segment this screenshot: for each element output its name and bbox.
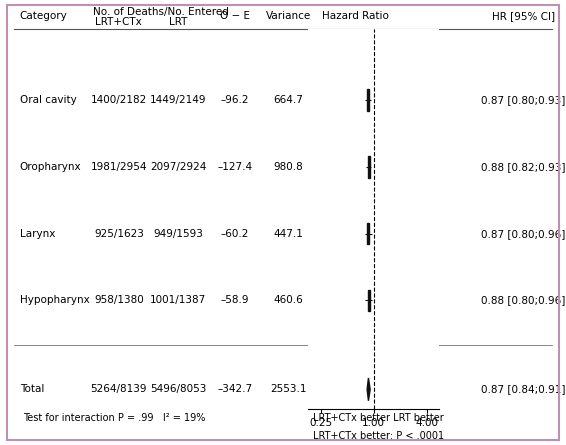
- Text: 958/1380: 958/1380: [94, 295, 144, 305]
- Text: Test for interaction P = .99   I² = 19%: Test for interaction P = .99 I² = 19%: [23, 413, 205, 423]
- Text: Hypopharynx: Hypopharynx: [20, 295, 89, 305]
- Text: –342.7: –342.7: [217, 384, 252, 394]
- Text: Total: Total: [20, 384, 44, 394]
- Text: 5264/8139: 5264/8139: [91, 384, 147, 394]
- Text: 2553.1: 2553.1: [271, 384, 307, 394]
- Text: 447.1: 447.1: [274, 229, 303, 239]
- Text: HR [95% CI]: HR [95% CI]: [492, 11, 555, 21]
- Text: 664.7: 664.7: [274, 95, 303, 105]
- Text: 2097/2924: 2097/2924: [150, 162, 207, 172]
- Bar: [367, 223, 370, 244]
- Bar: [368, 156, 370, 178]
- Text: Oropharynx: Oropharynx: [20, 162, 82, 172]
- Text: 0.87 [0.80;0.93]: 0.87 [0.80;0.93]: [481, 95, 566, 105]
- Text: LRT+CTx better LRT better: LRT+CTx better LRT better: [312, 413, 444, 423]
- Bar: [367, 89, 370, 111]
- Text: 1449/2149: 1449/2149: [150, 95, 207, 105]
- Text: O − E: O − E: [220, 11, 250, 21]
- Text: 1400/2182: 1400/2182: [91, 95, 147, 105]
- Text: –58.9: –58.9: [221, 295, 249, 305]
- Text: 949/1593: 949/1593: [153, 229, 203, 239]
- Text: –127.4: –127.4: [217, 162, 252, 172]
- Polygon shape: [367, 378, 370, 401]
- Text: Larynx: Larynx: [20, 229, 55, 239]
- Text: 925/1623: 925/1623: [94, 229, 144, 239]
- Text: 1001/1387: 1001/1387: [150, 295, 207, 305]
- Text: 0.87 [0.84;0.91]: 0.87 [0.84;0.91]: [481, 384, 566, 394]
- Text: 0.88 [0.82;0.93]: 0.88 [0.82;0.93]: [481, 162, 566, 172]
- Text: Oral cavity: Oral cavity: [20, 95, 76, 105]
- Text: –60.2: –60.2: [221, 229, 249, 239]
- Text: 460.6: 460.6: [274, 295, 303, 305]
- Text: No. of Deaths/No. Entered: No. of Deaths/No. Entered: [93, 7, 229, 16]
- Text: Variance: Variance: [266, 11, 311, 21]
- Text: LRT: LRT: [169, 17, 187, 27]
- Text: LRT+CTx better: P < .0001: LRT+CTx better: P < .0001: [312, 431, 444, 441]
- Text: 0.87 [0.80;0.96]: 0.87 [0.80;0.96]: [481, 229, 566, 239]
- Bar: [368, 290, 370, 311]
- Text: Category: Category: [20, 11, 67, 21]
- Text: LRT+CTx: LRT+CTx: [96, 17, 142, 27]
- Text: 1981/2954: 1981/2954: [91, 162, 147, 172]
- Text: 980.8: 980.8: [274, 162, 303, 172]
- Text: 5496/8053: 5496/8053: [150, 384, 207, 394]
- Text: –96.2: –96.2: [221, 95, 249, 105]
- Text: 0.88 [0.80;0.96]: 0.88 [0.80;0.96]: [481, 295, 566, 305]
- Text: Hazard Ratio: Hazard Ratio: [322, 11, 389, 21]
